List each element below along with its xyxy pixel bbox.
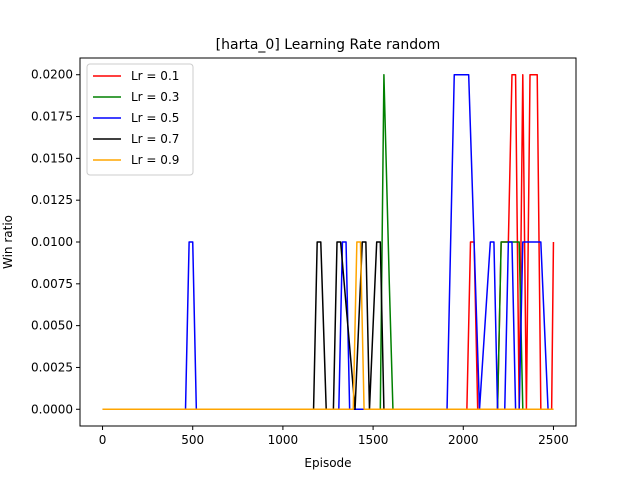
legend-label-1: Lr = 0.1	[131, 69, 179, 83]
legend-label-3: Lr = 0.5	[131, 111, 179, 125]
y-axis-label: Win ratio	[1, 215, 15, 269]
y-tick-label: 0.0150	[31, 151, 73, 165]
x-tick-label: 2500	[538, 433, 569, 447]
x-axis: 0 500 1000 1500 2000 2500	[99, 426, 569, 447]
x-tick-label: 1500	[358, 433, 389, 447]
legend-label-2: Lr = 0.3	[131, 90, 179, 104]
y-tick-label: 0.0075	[31, 277, 73, 291]
y-tick-label: 0.0125	[31, 193, 73, 207]
legend-label-5: Lr = 0.9	[131, 153, 179, 167]
y-tick-label: 0.0100	[31, 235, 73, 249]
legend-label-4: Lr = 0.7	[131, 132, 179, 146]
chart-title: [harta_0] Learning Rate random	[216, 37, 441, 53]
series-line-4	[102, 241, 554, 411]
series-line-5	[102, 241, 554, 411]
x-tick-label: 0	[99, 433, 107, 447]
x-tick-label: 2000	[448, 433, 479, 447]
y-axis: 0.0000 0.0025 0.0050 0.0075 0.0100 0.0125 0.01…	[31, 68, 80, 416]
x-tick-label: 1000	[268, 433, 299, 447]
series-layer	[102, 73, 555, 411]
x-tick-label: 500	[181, 433, 204, 447]
y-tick-label: 0.0050	[31, 319, 73, 333]
y-tick-label: 0.0175	[31, 110, 73, 124]
x-axis-label: Episode	[304, 456, 351, 470]
legend-box	[86, 63, 194, 176]
legend: Lr = 0.1 Lr = 0.3 Lr = 0.5 Lr = 0.7 Lr = 0.9	[86, 63, 194, 176]
y-tick-label: 0.0025	[31, 360, 73, 374]
y-tick-label: 0.0200	[31, 68, 73, 82]
y-tick-label: 0.0000	[31, 402, 73, 416]
